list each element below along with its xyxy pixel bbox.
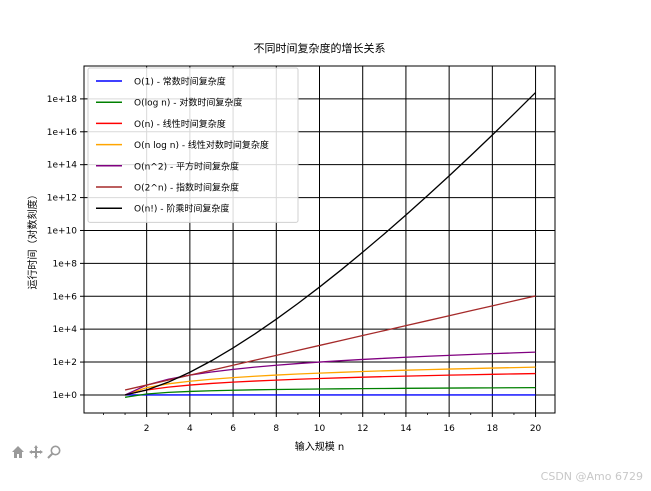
legend-label-6: O(n!) - 阶乘时间复杂度 [134,203,229,215]
y-tick-label: 1e+16 [47,128,78,138]
home-icon[interactable] [10,444,26,460]
y-axis-label: 运行时间（对数刻度） [26,190,39,290]
legend-label-2: O(n) - 线性时间复杂度 [134,118,226,130]
series-lines [124,92,537,398]
series-line-2 [124,372,536,396]
x-tick-label: 18 [487,424,499,434]
x-tick-label: 20 [530,424,542,434]
y-tick-label: 1e+0 [52,391,77,401]
chart-title: 不同时间复杂度的增长关系 [254,41,386,55]
x-tick-label: 4 [187,424,193,434]
y-tick-label: 1e+6 [52,292,77,302]
legend-label-3: O(n log n) - 线性对数时间复杂度 [134,139,269,151]
series-line-5 [124,295,536,391]
x-tick-label: 8 [273,424,279,434]
x-tick-label: 16 [443,424,455,434]
legend-box [87,67,299,223]
x-tick-label: 6 [230,424,236,434]
y-tick-label: 1e+4 [52,325,77,335]
legend-label-5: O(2^n) - 指数时间复杂度 [134,182,239,194]
y-tick-label: 1e+10 [47,226,78,236]
move-icon[interactable] [28,444,44,460]
legend-label-0: O(1) - 常数时间复杂度 [134,76,226,88]
legend-label-4: O(n^2) - 平方时间复杂度 [134,160,239,172]
y-tick-label: 1e+8 [52,259,77,269]
series-line-6 [124,92,537,396]
series-line-1 [124,387,536,398]
y-tick-label: 1e+2 [52,358,77,368]
plot-toolbar [10,444,62,460]
watermark: CSDN @Amo 6729 [540,470,643,483]
legend: O(1) - 常数时间复杂度 O(log n) - 对数时间复杂度 O(n) - 线… [87,67,299,223]
y-tick-label: 1e+12 [47,194,77,204]
series-line-3 [124,366,536,396]
axes: 2 4 6 8 10 12 14 16 18 20 1e+0 1e+2 1e+4 1e+6 1e+8 1e+1… [47,65,556,434]
y-tick-label: 1e+18 [47,95,78,105]
zoom-icon[interactable] [46,444,62,460]
legend-label-1: O(log n) - 对数时间复杂度 [134,97,242,109]
y-tick-label: 1e+14 [47,161,78,171]
x-tick-label: 2 [144,424,150,434]
x-tick-label: 10 [314,424,326,434]
x-axis-label: 输入规模 n [295,440,345,453]
x-tick-label: 12 [357,424,368,434]
x-tick-label: 14 [400,424,412,434]
